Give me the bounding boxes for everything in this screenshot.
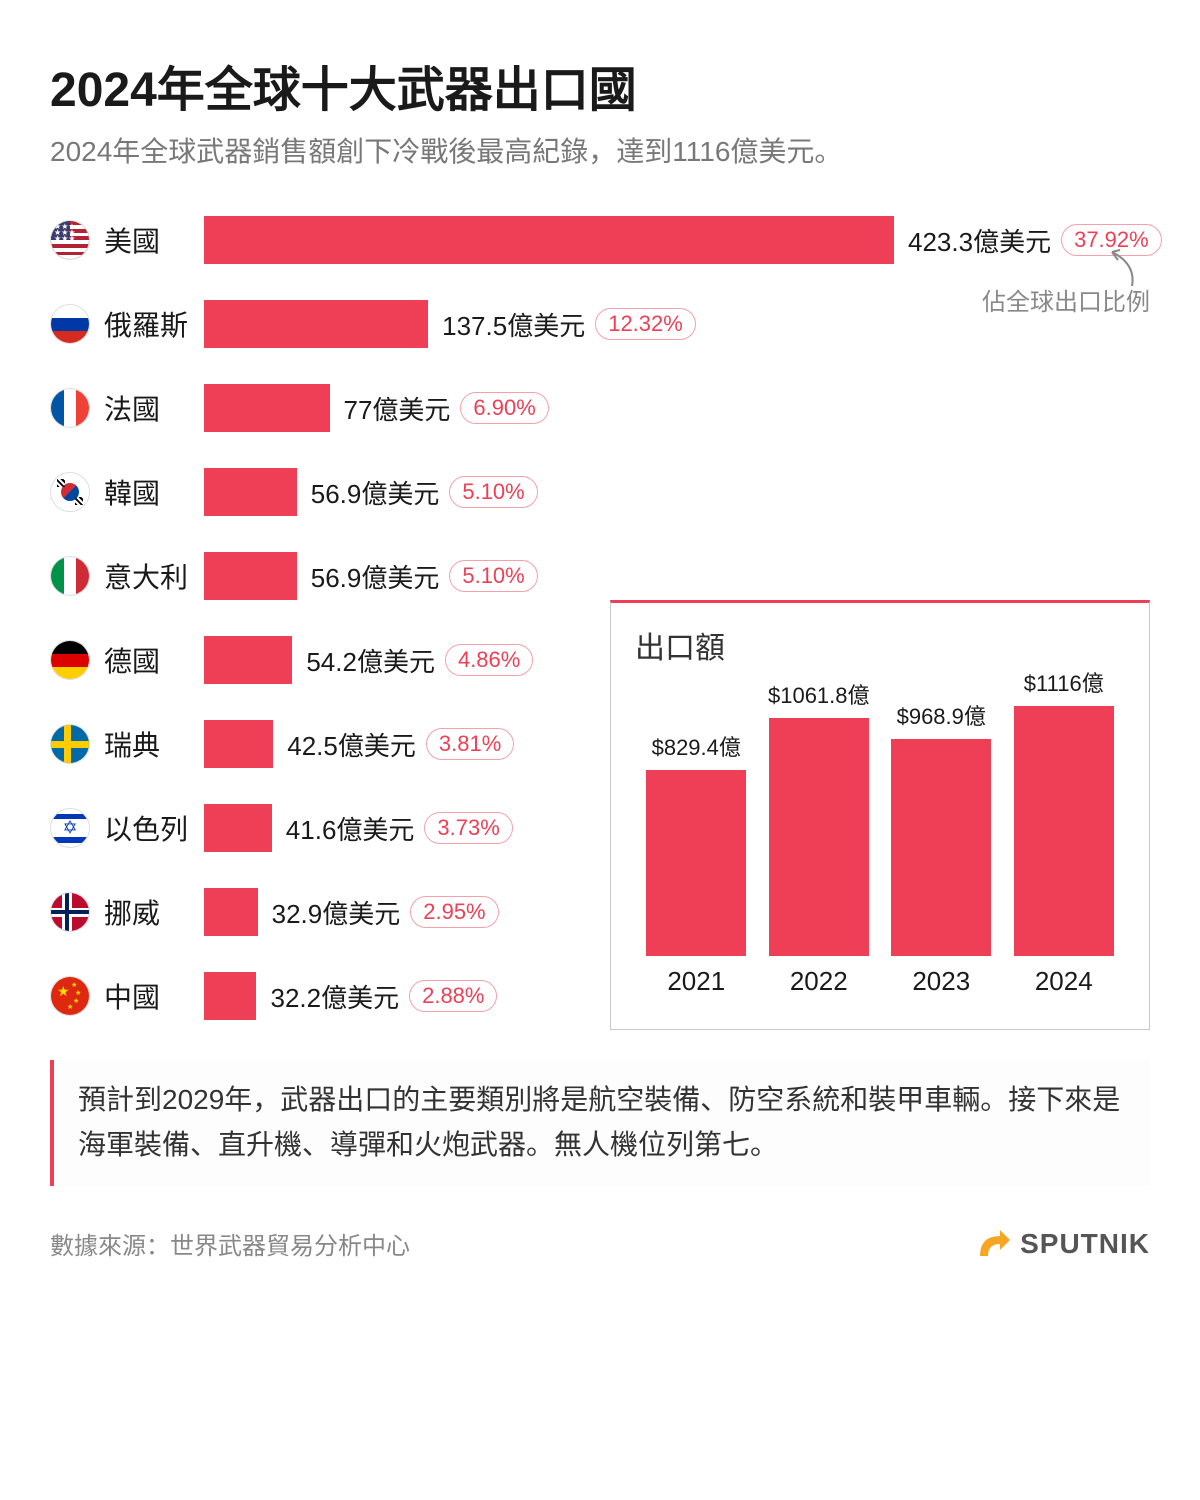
bar xyxy=(204,216,894,264)
bar xyxy=(204,552,297,600)
inset-bar xyxy=(891,739,991,956)
bar xyxy=(204,720,273,768)
value-label: 32.9億美元 xyxy=(272,894,401,931)
pct-badge: 6.90% xyxy=(460,392,548,424)
value-label: 137.5億美元 xyxy=(442,306,585,343)
inset-year-label: 2021 xyxy=(667,966,725,997)
inset-bar xyxy=(769,718,869,956)
bar-row: 意大利 56.9億美元 5.10% xyxy=(50,552,1150,600)
flag-icon xyxy=(50,304,90,344)
country-name: 韓國 xyxy=(104,472,204,512)
inset-col: $1061.8億 2022 xyxy=(764,678,874,997)
pct-badge: 5.10% xyxy=(449,560,537,592)
flag-icon xyxy=(50,556,90,596)
inset-export-panel: 出口額 $829.4億 2021 $1061.8億 2022 $968.9億 2… xyxy=(610,600,1150,1030)
country-name: 意大利 xyxy=(104,556,204,596)
bar-track: 77億美元 6.90% xyxy=(204,384,1150,432)
country-name: 中國 xyxy=(104,976,204,1016)
bar xyxy=(204,384,330,432)
pct-badge: 5.10% xyxy=(449,476,537,508)
bar-track: 56.9億美元 5.10% xyxy=(204,468,1150,516)
country-name: 俄羅斯 xyxy=(104,304,204,344)
inset-value-label: $968.9億 xyxy=(897,699,986,731)
pct-badge: 12.32% xyxy=(595,308,696,340)
country-name: 美國 xyxy=(104,220,204,260)
bar-row: ★★★★★★★★★ 美國 423.3億美元 37.92% xyxy=(50,216,1150,264)
value-label: 42.5億美元 xyxy=(287,726,416,763)
bar-track: 423.3億美元 37.92% xyxy=(204,216,1162,264)
bar-row: 韓國 56.9億美元 5.10% xyxy=(50,468,1150,516)
inset-col: $1116億 2024 xyxy=(1009,666,1119,997)
value-label: 32.2億美元 xyxy=(270,978,399,1015)
inset-value-label: $829.4億 xyxy=(652,730,741,762)
logo-text: SPUTNIK xyxy=(1020,1228,1150,1260)
inset-year-label: 2023 xyxy=(912,966,970,997)
bar xyxy=(204,300,428,348)
inset-year-label: 2024 xyxy=(1035,966,1093,997)
inset-bars: $829.4億 2021 $1061.8億 2022 $968.9億 2023 … xyxy=(635,687,1125,997)
inset-year-label: 2022 xyxy=(790,966,848,997)
sputnik-logo: SPUTNIK xyxy=(976,1226,1150,1262)
bar xyxy=(204,636,292,684)
value-label: 41.6億美元 xyxy=(286,810,415,847)
value-label: 77億美元 xyxy=(344,390,451,427)
inset-bar xyxy=(646,770,746,956)
pct-badge: 2.95% xyxy=(410,896,498,928)
country-name: 法國 xyxy=(104,388,204,428)
pct-badge: 3.73% xyxy=(424,812,512,844)
annotation-arrow-icon xyxy=(1092,246,1142,290)
bar xyxy=(204,804,272,852)
source-text: 數據來源：世界武器貿易分析中心 xyxy=(50,1226,410,1261)
flag-icon: ✡ xyxy=(50,808,90,848)
country-name: 瑞典 xyxy=(104,724,204,764)
inset-value-label: $1061.8億 xyxy=(768,678,870,710)
inset-value-label: $1116億 xyxy=(1024,666,1104,698)
country-name: 挪威 xyxy=(104,892,204,932)
country-name: 德國 xyxy=(104,640,204,680)
value-label: 56.9億美元 xyxy=(311,558,440,595)
pct-badge: 4.86% xyxy=(445,644,533,676)
inset-bar xyxy=(1014,706,1114,956)
bar xyxy=(204,468,297,516)
flag-icon xyxy=(50,640,90,680)
logo-icon xyxy=(976,1226,1012,1262)
bar xyxy=(204,888,258,936)
forecast-note: 預計到2029年，武器出口的主要類別將是航空裝備、防空系統和裝甲車輛。接下來是海… xyxy=(50,1060,1150,1186)
country-name: 以色列 xyxy=(104,808,204,848)
flag-icon xyxy=(50,724,90,764)
flag-icon xyxy=(50,472,90,512)
value-label: 56.9億美元 xyxy=(311,474,440,511)
value-label: 423.3億美元 xyxy=(908,222,1051,259)
flag-icon: ★ ★ ★ ★ ★ xyxy=(50,976,90,1016)
bar-track: 56.9億美元 5.10% xyxy=(204,552,1150,600)
bar xyxy=(204,972,256,1020)
flag-icon: ★★★★★★★★★ xyxy=(50,220,90,260)
bar-row: 法國 77億美元 6.90% xyxy=(50,384,1150,432)
main-bar-chart: ★★★★★★★★★ 美國 423.3億美元 37.92% 俄羅斯 137.5億美… xyxy=(50,216,1150,1020)
inset-col: $829.4億 2021 xyxy=(641,730,751,997)
footer: 數據來源：世界武器貿易分析中心 SPUTNIK xyxy=(50,1226,1150,1262)
page-title: 2024年全球十大武器出口國 xyxy=(50,50,1150,120)
pct-badge: 3.81% xyxy=(426,728,514,760)
value-label: 54.2億美元 xyxy=(306,642,435,679)
inset-col: $968.9億 2023 xyxy=(886,699,996,997)
inset-title: 出口額 xyxy=(635,623,1125,667)
subtitle: 2024年全球武器銷售額創下冷戰後最高紀錄，達到1116億美元。 xyxy=(50,132,1150,171)
pct-badge: 2.88% xyxy=(409,980,497,1012)
flag-icon xyxy=(50,388,90,428)
flag-icon xyxy=(50,892,90,932)
